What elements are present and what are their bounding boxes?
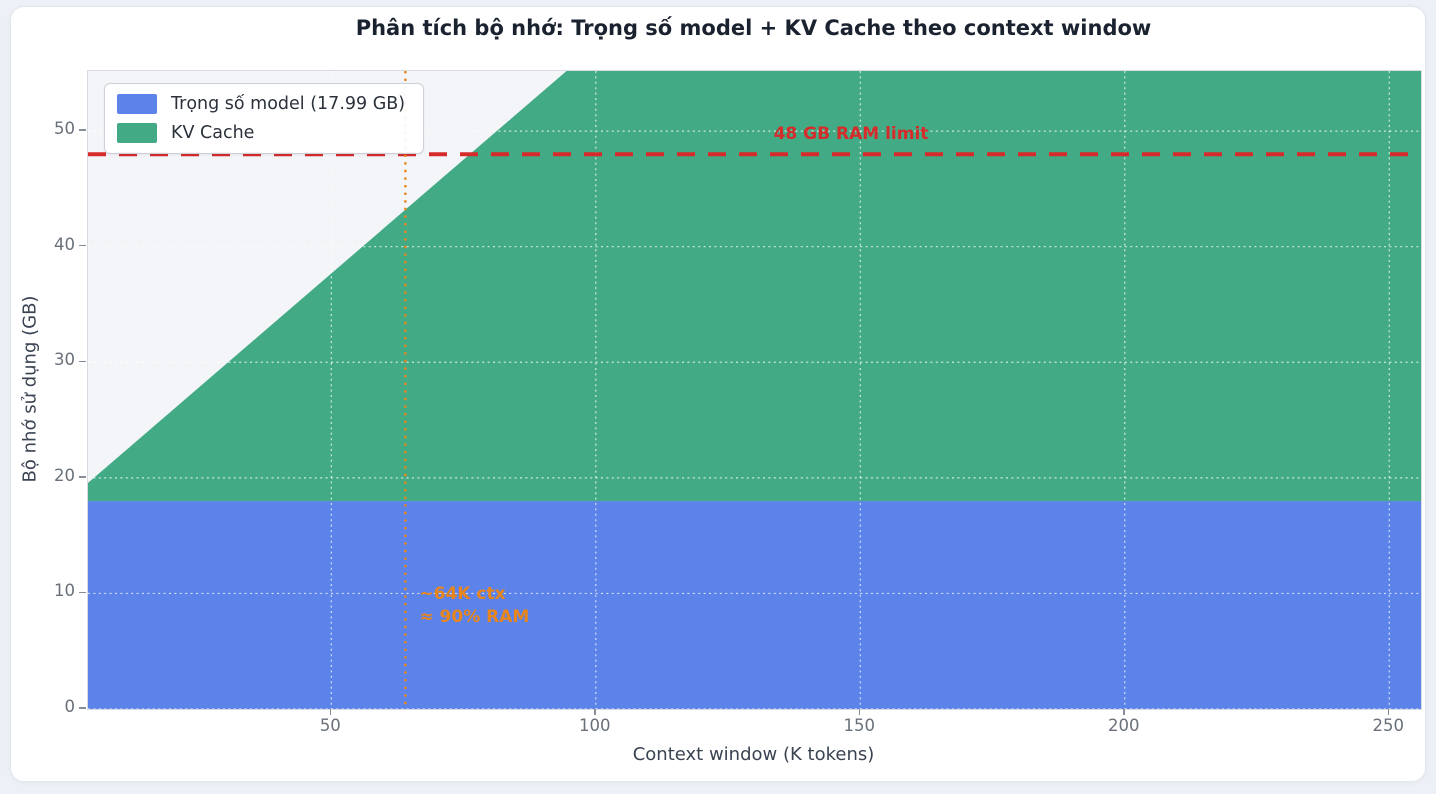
y-tick-mark [79,360,86,362]
x-tick-label: 250 [1372,716,1405,735]
legend-item-model-weights: Trọng số model (17.99 GB) [117,94,405,114]
x-tick-mark [594,709,596,715]
y-tick-mark [79,244,86,247]
y-tick-label: 10 [54,581,75,601]
y-tick-mark [79,476,86,478]
legend-swatch-kv-cache-icon [117,123,157,143]
x-tick-mark [329,709,332,715]
context-marker-line1: ~64K ctx [419,584,506,604]
x-tick-mark [858,709,861,715]
y-tick-label: 30 [54,350,75,370]
x-tick-label: 50 [319,716,341,735]
x-tick-mark [1123,709,1125,715]
ram-limit-label: 48 GB RAM limit [773,124,929,145]
y-tick-label: 0 [64,697,76,716]
x-tick-label: 150 [843,716,876,735]
legend-label-kv-cache: KV Cache [171,123,255,143]
y-axis-label: Bộ nhớ sử dụng (GB) [19,295,41,483]
area-model-weights [88,501,1421,709]
legend-item-kv-cache: KV Cache [117,123,405,143]
context-marker-line2: ≈ 90% RAM [419,607,530,627]
area-kv-cache [88,71,1421,502]
y-tick-label: 50 [54,119,75,139]
y-tick-label: 20 [54,465,75,485]
x-tick-label: 200 [1108,716,1140,735]
context-marker-annotation: ~64K ctx ≈ 90% RAM [419,583,529,629]
chart-title: Phân tích bộ nhớ: Trọng số model + KV Ca… [355,16,1152,40]
y-tick-mark [79,129,86,131]
x-axis-label: Context window (K tokens) [632,744,875,765]
legend-swatch-model-weights-icon [117,94,157,114]
y-tick-mark [79,707,86,709]
legend: Trọng số model (17.99 GB) KV Cache [104,83,425,154]
y-tick-mark [79,591,86,594]
legend-label-model-weights: Trọng số model (17.99 GB) [171,94,406,114]
plot-canvas [88,71,1421,709]
plot-area: 48 GB RAM limit ~64K ctx ≈ 90% RAM Trọng… [87,70,1422,710]
x-tick-mark [1387,709,1389,715]
y-tick-label: 40 [54,234,75,254]
x-tick-label: 100 [579,716,611,735]
